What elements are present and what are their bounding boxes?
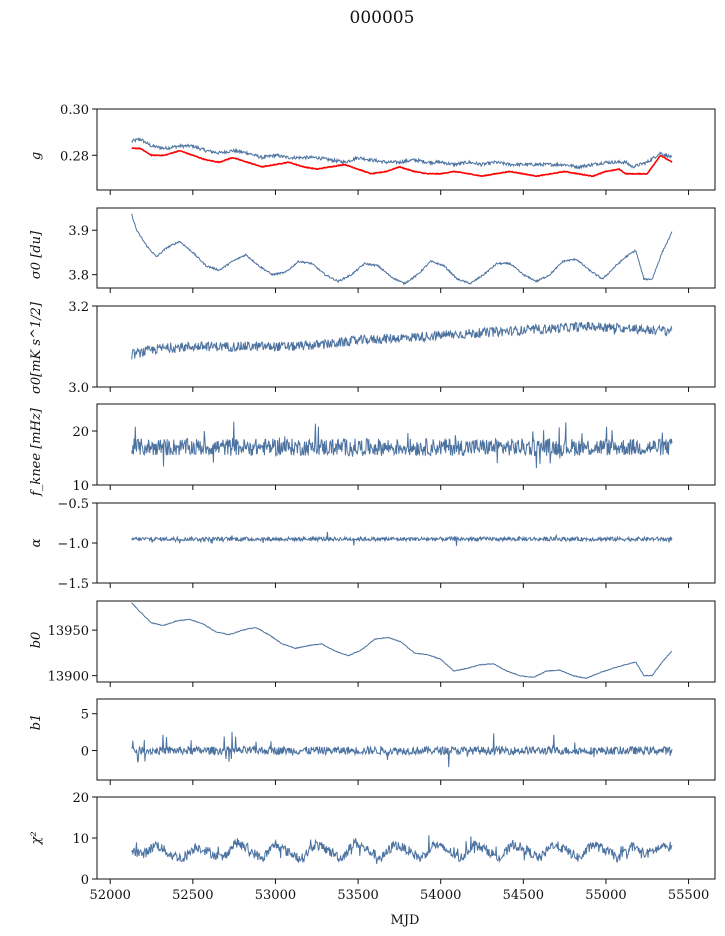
series-line-1 xyxy=(131,731,673,768)
panel-5: −1.5 −1.0 −0.5 α xyxy=(29,497,716,592)
y-tick-label: 20 xyxy=(72,791,89,806)
panel-6: 13900 13950 b0 xyxy=(29,600,716,687)
y-axis-label: f_knee [mHz] xyxy=(29,407,44,497)
x-tick-label: 53500 xyxy=(337,888,378,903)
x-tick-label: 54500 xyxy=(503,888,544,903)
plot-frame xyxy=(96,600,716,683)
y-tick-label: 10 xyxy=(72,479,89,494)
y-tick-label: 3.2 xyxy=(68,300,89,315)
y-tick-label: 0 xyxy=(81,745,89,760)
series-line-1 xyxy=(131,835,673,864)
panel-7-lines xyxy=(131,731,673,768)
x-tick-label: 54000 xyxy=(420,888,461,903)
y-tick-label: 10 xyxy=(72,832,89,847)
panel-4-lines xyxy=(131,421,673,469)
plot-frame xyxy=(96,207,716,289)
series-line-1 xyxy=(131,602,673,679)
panel-3: 3.0 3.2 σ0[mK s^1/2] xyxy=(29,300,716,396)
series-line-1 xyxy=(131,321,673,360)
y-axis-label: σ0[mK s^1/2] xyxy=(29,301,44,394)
plot-frame xyxy=(96,305,716,388)
y-axis-label: σ0 [du] xyxy=(29,230,44,279)
panel-3-lines xyxy=(131,321,673,360)
figure-title: 000005 xyxy=(350,8,415,28)
plot-frame xyxy=(96,502,716,584)
x-tick-label: 53000 xyxy=(255,888,296,903)
y-axis-label: χ² xyxy=(29,831,44,845)
plot-frame xyxy=(96,108,716,191)
y-tick-label: −0.5 xyxy=(57,497,89,512)
panel-1: 0.28 0.30 g xyxy=(29,103,716,195)
panel-2: 3.8 3.9 σ0 [du] xyxy=(29,207,716,293)
x-tick-label: 52000 xyxy=(90,888,131,903)
plot-frame xyxy=(96,403,716,486)
panel-8: 0 10 20 χ² xyxy=(29,791,716,888)
y-tick-label: 0.28 xyxy=(60,149,89,164)
x-axis-label: MJD xyxy=(391,913,420,928)
series-line-2 xyxy=(131,147,673,178)
y-tick-label: 0.30 xyxy=(60,103,89,118)
panels: 0.28 0.30 g 3.8 3.9 σ0 [du] 3.0 3.2 σ0[mK s^1/2]… xyxy=(29,103,716,903)
y-tick-label: 3.8 xyxy=(68,269,89,284)
y-tick-label: 3.9 xyxy=(68,224,89,239)
panel-5-lines xyxy=(131,531,673,546)
y-tick-label: 13900 xyxy=(48,670,89,685)
y-tick-label: 3.0 xyxy=(68,381,89,396)
series-line-1 xyxy=(131,421,673,469)
y-axis-label: α xyxy=(29,538,44,547)
x-tick-label: 55500 xyxy=(668,888,709,903)
series-line-1 xyxy=(131,136,673,170)
plot-frame xyxy=(96,796,716,880)
panel-2-lines xyxy=(131,213,673,286)
y-tick-label: 20 xyxy=(72,425,89,440)
panel-1-lines xyxy=(131,136,673,178)
y-tick-label: 5 xyxy=(81,708,89,723)
panel-8-lines xyxy=(131,835,673,864)
y-axis-label: b0 xyxy=(29,632,44,649)
y-tick-label: −1.5 xyxy=(57,577,89,592)
panel-7: 0 5 b1 xyxy=(29,698,716,785)
y-tick-label: −1.0 xyxy=(57,537,89,552)
y-tick-label: 13950 xyxy=(48,624,89,639)
series-line-1 xyxy=(131,531,673,546)
y-axis-label: g xyxy=(29,152,44,160)
plot-frame xyxy=(96,698,716,781)
series-line-1 xyxy=(131,213,673,286)
x-tick-label: 52500 xyxy=(172,888,213,903)
y-axis-label: b1 xyxy=(29,714,44,731)
y-tick-label: 0 xyxy=(81,873,89,888)
x-tick-label: 55000 xyxy=(585,888,626,903)
panel-4: 10 20 f_knee [mHz] xyxy=(29,403,716,497)
panel-6-lines xyxy=(131,602,673,679)
